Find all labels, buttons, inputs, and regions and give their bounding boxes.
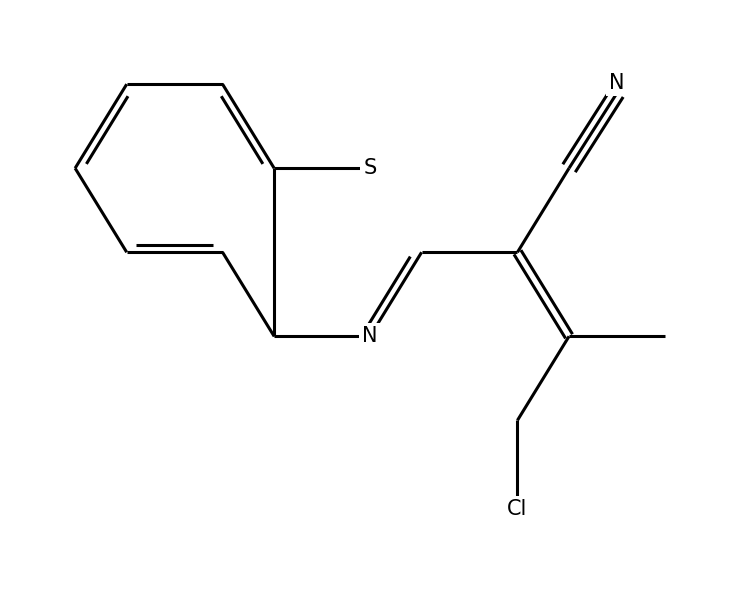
Text: Cl: Cl — [507, 499, 528, 519]
Text: N: N — [363, 326, 377, 346]
Text: S: S — [363, 158, 377, 178]
Text: N: N — [609, 73, 625, 93]
